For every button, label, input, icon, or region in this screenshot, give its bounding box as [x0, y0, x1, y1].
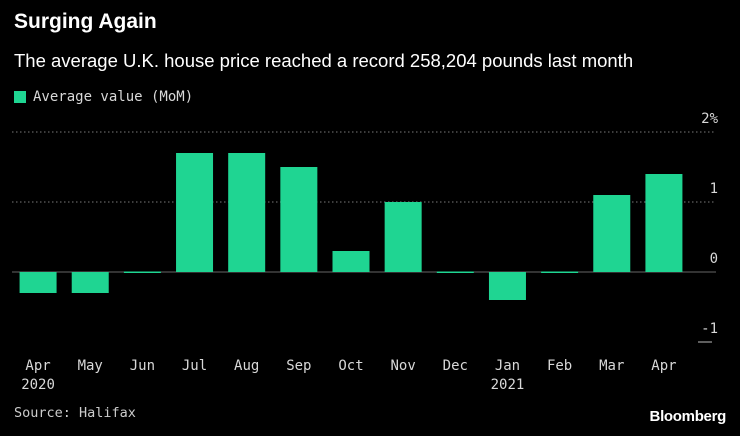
- x-tick-label: Sep: [286, 358, 311, 374]
- source-note: Source: Halifax: [14, 405, 136, 421]
- x-tick-label: Dec: [443, 358, 468, 374]
- x-tick-label: Jun: [130, 358, 155, 374]
- x-tick-label: Jan: [495, 358, 520, 374]
- chart-title: Surging Again: [14, 10, 157, 33]
- bar: [436, 271, 474, 273]
- x-year-label: 2021: [491, 377, 525, 393]
- bar: [228, 153, 266, 272]
- bar: [176, 153, 214, 272]
- legend: Average value (MoM): [14, 89, 193, 105]
- x-tick-label: May: [78, 358, 103, 374]
- bar: [280, 167, 318, 272]
- bar: [488, 272, 526, 300]
- bar: [593, 195, 631, 272]
- bloomberg-logo: Bloomberg: [649, 408, 727, 425]
- x-year-label: 2020: [21, 377, 55, 393]
- x-tick-label: Aug: [234, 358, 259, 374]
- legend-label: Average value (MoM): [33, 89, 194, 105]
- y-tick-label: 0: [710, 251, 718, 267]
- x-tick-label: Oct: [338, 358, 363, 374]
- y-tick-label: 1: [710, 181, 718, 197]
- x-tick-label: Apr: [651, 358, 676, 374]
- bar: [123, 271, 161, 273]
- bar: [19, 272, 57, 293]
- bar: [541, 271, 579, 273]
- x-tick-label: Mar: [599, 358, 624, 374]
- bar: [645, 174, 683, 272]
- x-tick-label: Apr: [25, 358, 50, 374]
- x-tick-label: Nov: [391, 358, 416, 374]
- x-tick-label: Jul: [182, 358, 207, 374]
- y-tick-label: 2%: [701, 111, 718, 127]
- bar: [71, 272, 109, 293]
- x-tick-label: Feb: [547, 358, 572, 374]
- chart-subtitle: The average U.K. house price reached a r…: [14, 50, 634, 71]
- bar: [332, 251, 370, 272]
- legend-swatch: [14, 91, 26, 103]
- bar: [384, 202, 422, 272]
- y-tick-label: -1: [701, 321, 718, 337]
